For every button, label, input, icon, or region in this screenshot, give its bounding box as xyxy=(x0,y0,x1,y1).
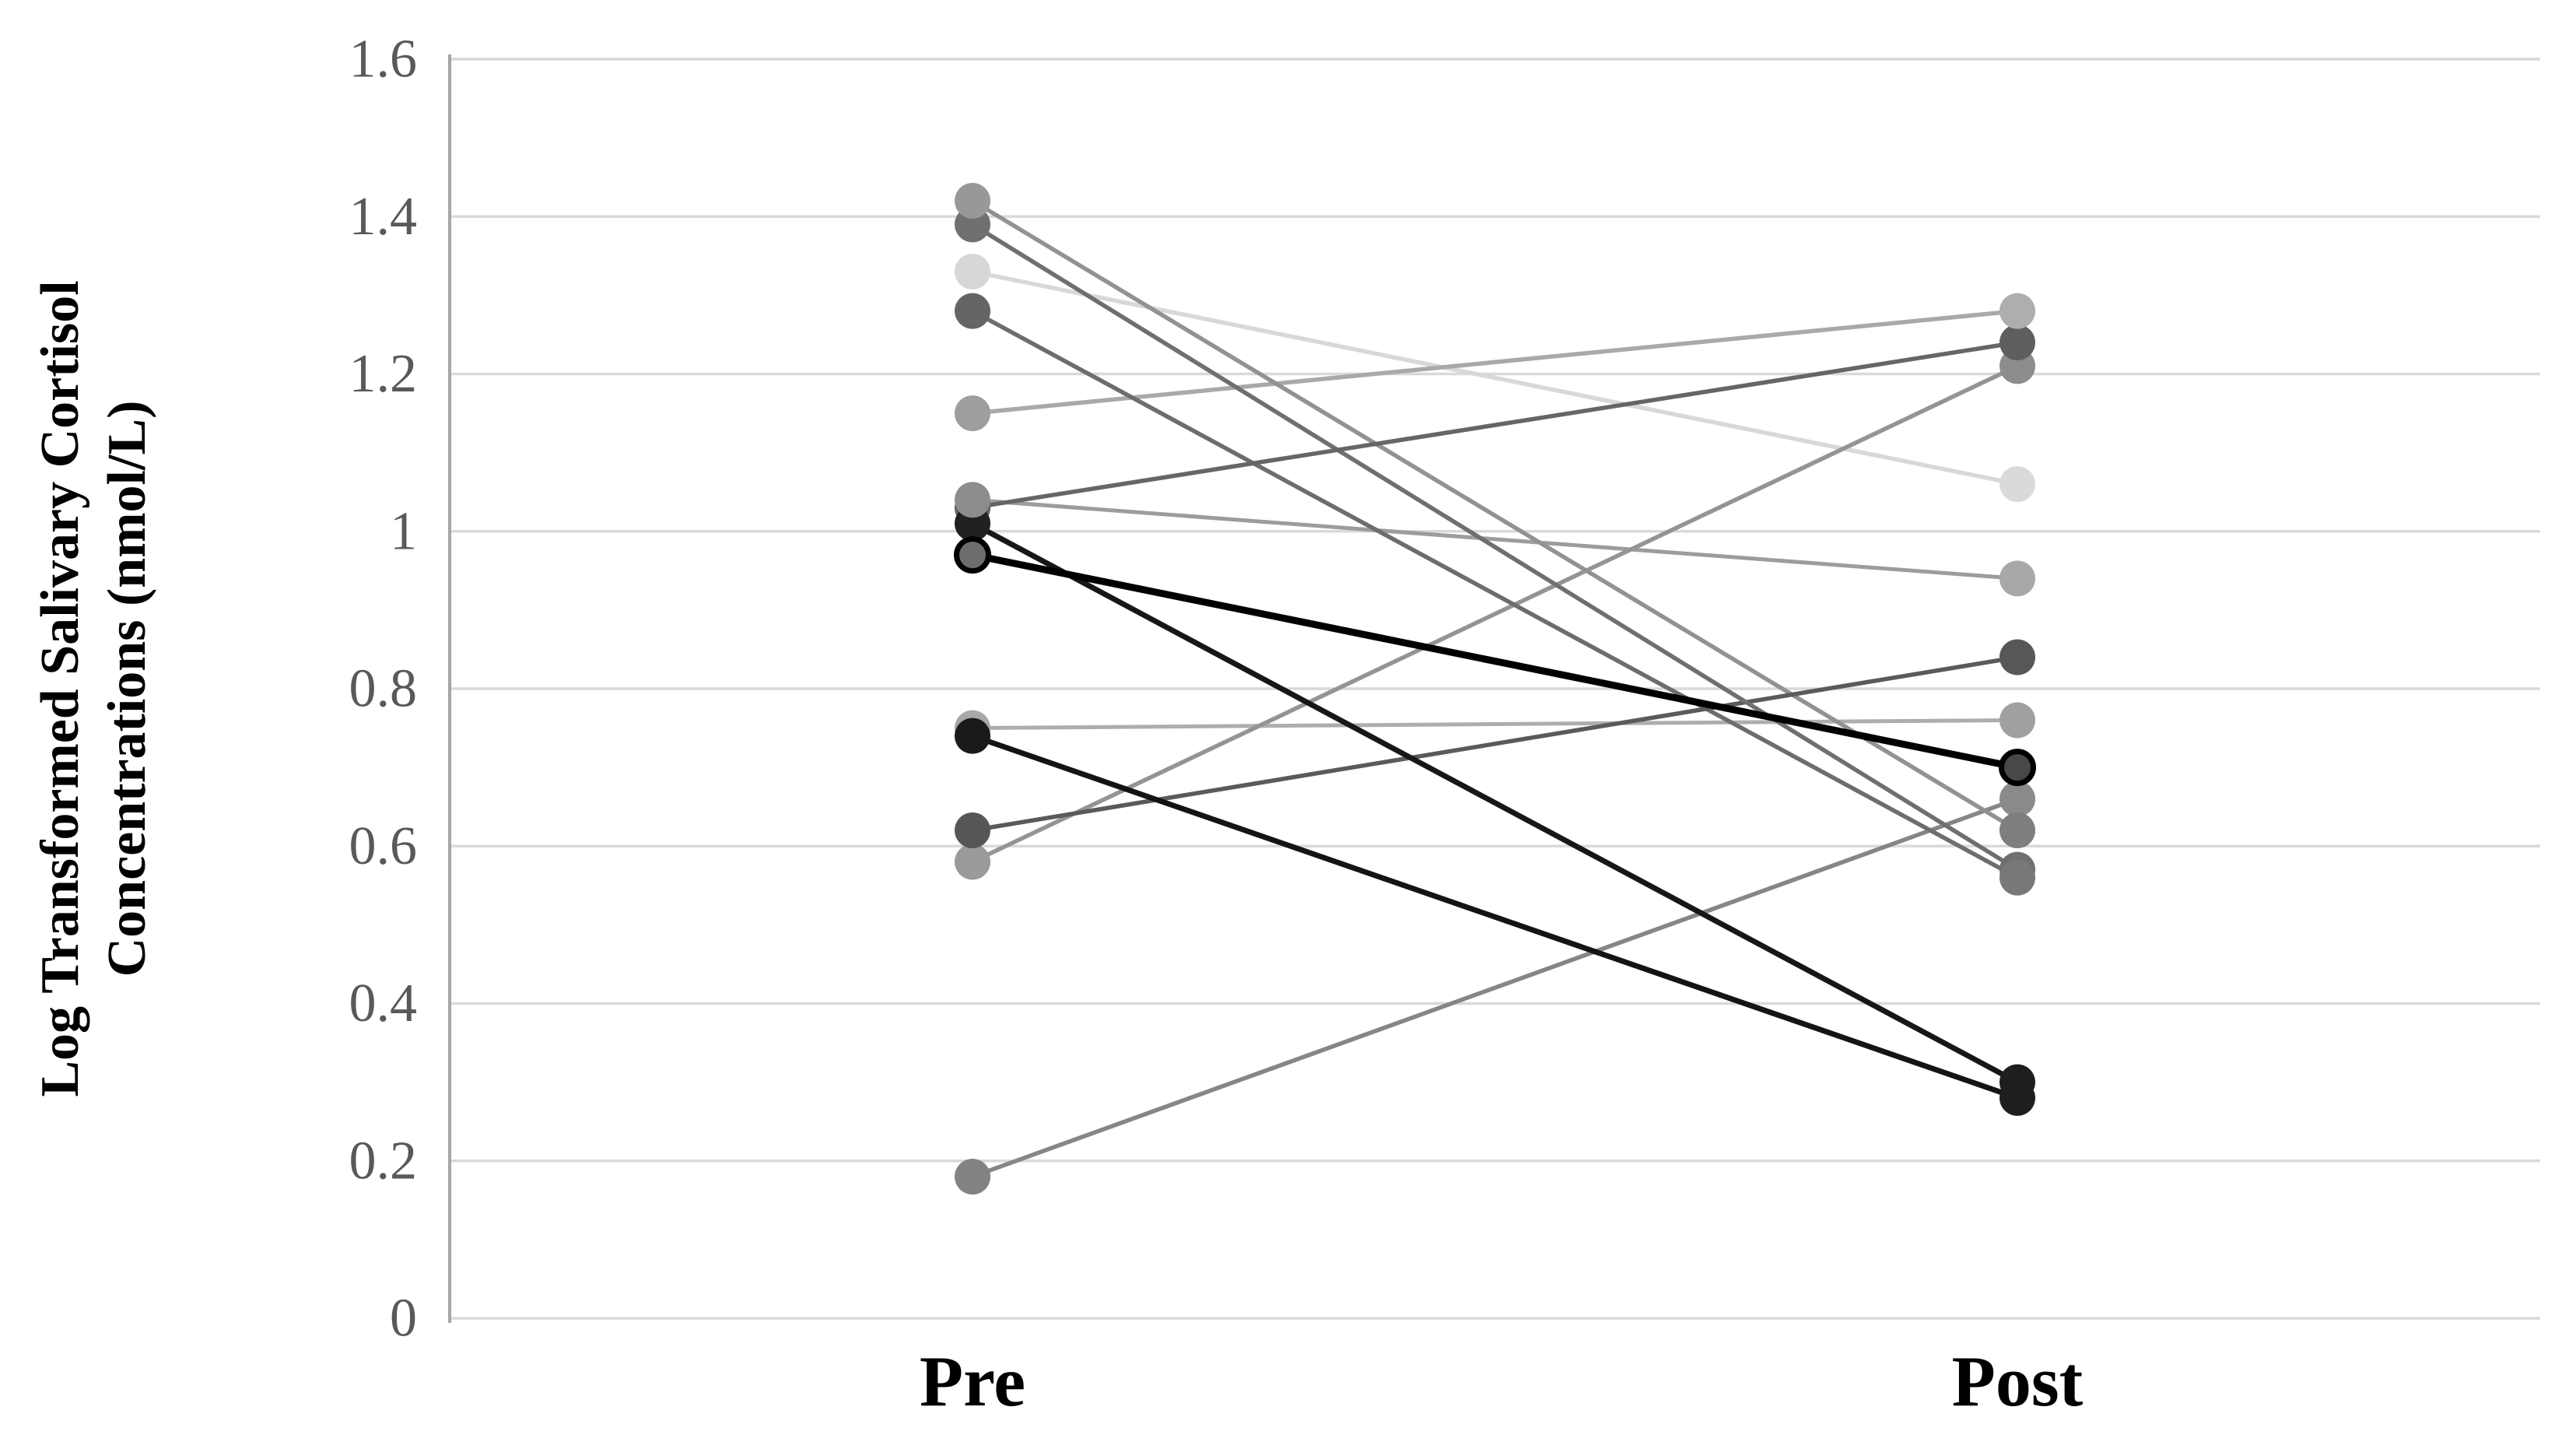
data-point-participant-3-post xyxy=(1999,466,2035,503)
axis-labels-group: Log Transformed Salivary Cortisol Concen… xyxy=(30,30,2084,1422)
data-point-participant-6-pre xyxy=(955,395,990,432)
data-points-group xyxy=(954,183,2036,1195)
y-axis-title-line-2: Concentrations (nmol/L) xyxy=(97,401,157,977)
y-tick-label-0.6: 0.6 xyxy=(349,816,418,876)
data-point-participant-10-pre xyxy=(954,536,991,574)
series-line-participant-9 xyxy=(969,521,2020,1086)
series-line-participant-5 xyxy=(970,718,2020,731)
series-line-participant-12 xyxy=(970,654,2020,833)
series-line-participant-1 xyxy=(970,198,2020,833)
data-point-participant-1-pre xyxy=(955,183,990,219)
data-point-participant-12-pre xyxy=(955,812,990,849)
series-line-participant-3 xyxy=(970,269,2020,486)
data-point-participant-12-post xyxy=(1999,639,2035,675)
data-point-participant-4-pre xyxy=(955,293,990,329)
data-point-participant-7-post xyxy=(1999,560,2035,597)
data-point-participant-7-pre xyxy=(955,482,990,518)
x-category-label-pre: Pre xyxy=(920,1342,1025,1421)
data-point-participant-4-post xyxy=(1999,859,2035,896)
series-line-participant-11 xyxy=(969,733,2020,1101)
data-point-participant-14-pre xyxy=(955,1158,990,1195)
gridlines-group xyxy=(450,58,2540,1320)
series-line-participant-7 xyxy=(970,497,2020,581)
data-point-participant-5-post xyxy=(1999,702,2035,739)
series-lines-group xyxy=(969,198,2021,1179)
y-tick-label-1: 1 xyxy=(390,501,417,561)
data-point-participant-11-post xyxy=(1999,1079,2035,1116)
data-point-participant-3-pre xyxy=(955,254,990,290)
data-point-participant-6-post xyxy=(1999,293,2035,329)
data-point-participant-13-pre xyxy=(955,844,990,880)
series-line-participant-8 xyxy=(970,340,2020,510)
y-tick-label-0.8: 0.8 xyxy=(349,659,418,719)
series-line-participant-2 xyxy=(970,222,2020,872)
y-tick-label-1.6: 1.6 xyxy=(349,30,418,89)
series-line-participant-10 xyxy=(969,551,2021,771)
y-tick-label-0.4: 0.4 xyxy=(349,974,418,1033)
data-point-participant-10-post xyxy=(1999,749,2036,787)
y-tick-label-1.2: 1.2 xyxy=(349,344,418,404)
x-category-label-post: Post xyxy=(1952,1342,2084,1421)
y-axis-title-line-1: Log Transformed Salivary Cortisol xyxy=(30,280,90,1096)
series-line-participant-4 xyxy=(970,308,2020,880)
data-point-participant-11-pre xyxy=(955,718,990,754)
data-point-participant-8-post xyxy=(1999,325,2035,361)
y-tick-label-1.4: 1.4 xyxy=(349,187,418,247)
series-line-participant-6 xyxy=(970,308,2020,416)
y-tick-label-0: 0 xyxy=(390,1289,417,1349)
data-point-participant-1-post xyxy=(1999,812,2035,849)
data-point-participant-14-post xyxy=(1999,781,2035,817)
series-line-participant-14 xyxy=(970,796,2020,1179)
series-line-participant-13 xyxy=(970,363,2020,865)
y-tick-label-0.2: 0.2 xyxy=(349,1131,418,1191)
